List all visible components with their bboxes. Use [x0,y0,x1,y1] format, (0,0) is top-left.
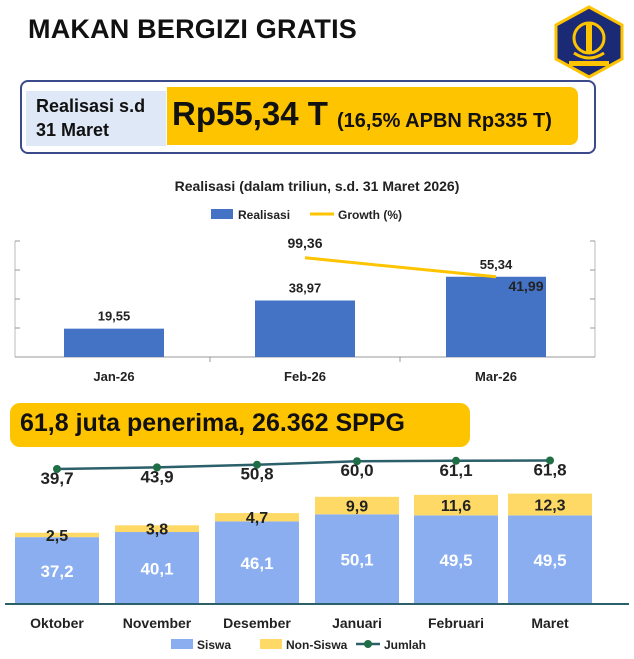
jumlah-value-label: 50,8 [240,465,273,484]
legend-label-realisasi: Realisasi [238,208,290,222]
x-tick-label: Oktober [30,615,84,631]
penerima-banner-text: 61,8 juta penerima, 26.362 SPPG [20,409,405,437]
realisasi-share: (16,5% APBN Rp335 T) [337,110,552,132]
bar-siswa-label: 37,2 [40,562,73,581]
jumlah-point [546,456,554,465]
bar-nonsiswa-label: 9,9 [346,499,368,516]
jumlah-point [53,465,61,473]
bar-siswa-label: 40,1 [140,560,173,579]
jumlah-value-label: 61,8 [533,461,566,480]
bar-nonsiswa-label: 11,6 [441,498,471,515]
page-title: MAKAN BERGIZI GRATIS [28,14,357,44]
bar-realisasi [255,300,355,357]
jumlah-value-label: 60,0 [340,461,373,480]
jumlah-point [452,456,460,465]
bar-siswa [15,537,99,603]
penerima-banner [10,403,470,447]
jumlah-value-label: 39,7 [40,469,73,488]
bar-siswa [414,515,498,603]
jumlah-line [56,459,551,471]
chart1-title: Realisasi (dalam triliun, s.d. 31 Maret … [174,178,460,194]
x-tick-label: Desember [223,615,291,631]
bar-nonsiswa-label: 12,3 [534,497,565,514]
x-tick-label: Feb-26 [284,369,326,384]
jumlah-value-label: 61,1 [439,461,472,480]
bar-siswa-label: 49,5 [533,551,566,570]
bar-siswa [215,521,299,603]
legend-swatch-nonsiswa [260,639,282,649]
bar-nonsiswa [215,513,299,522]
x-tick-label: Jan-26 [93,369,134,384]
legend-swatch-realisasi [211,209,233,219]
bar-nonsiswa [508,493,592,516]
x-tick-label: November [123,615,192,631]
legend-label-jumlah: Jumlah [384,638,426,652]
legend-label-siswa: Siswa [197,638,231,652]
x-tick-label: Maret [531,615,569,631]
legend-label-nonsiswa: Non-Siswa [286,638,348,652]
bar-realisasi [446,276,546,357]
jumlah-value-label: 43,9 [140,467,173,486]
x-tick-label: Mar-26 [475,369,517,384]
growth-value-label: 41,99 [508,278,543,294]
legend-label-growth: Growth (%) [338,208,402,222]
kemenkeu-logo [554,5,624,79]
bar-realisasi [64,328,164,357]
bar-nonsiswa [15,532,99,538]
bar-nonsiswa-label: 4,7 [246,510,268,527]
realisasi-value-box [167,87,578,145]
jumlah-point [353,457,361,466]
bar-nonsiswa-label: 3,8 [146,522,168,539]
legend-swatch-siswa [171,639,193,649]
bar-siswa [315,514,399,603]
bar-nonsiswa [315,496,399,515]
jumlah-point [153,463,161,472]
realisasi-label-line2: 31 Maret [36,120,110,140]
bar-value-label: 55,34 [480,257,513,272]
x-tick-label: Februari [428,615,484,631]
bar-nonsiswa [414,494,498,516]
realisasi-label: Realisasi s.d 31 Maret [26,91,166,146]
bar-nonsiswa-label: 2,5 [46,528,68,545]
bar-siswa [115,532,199,603]
bar-siswa-label: 50,1 [340,551,373,570]
bar-nonsiswa [115,525,199,533]
bar-siswa-label: 49,5 [439,551,472,570]
legend-point-jumlah [364,640,372,648]
bar-value-label: 19,55 [98,309,131,324]
realisasi-label-line1: Realisasi s.d [36,96,146,116]
growth-value-label: 99,36 [287,235,322,251]
growth-line [304,256,497,279]
x-tick-label: Januari [332,615,382,631]
bar-siswa [508,515,592,603]
realisasi-amount: Rp55,34 T [172,95,328,132]
jumlah-point [253,460,261,469]
bar-siswa-label: 46,1 [240,554,273,573]
bar-value-label: 38,97 [289,280,322,295]
